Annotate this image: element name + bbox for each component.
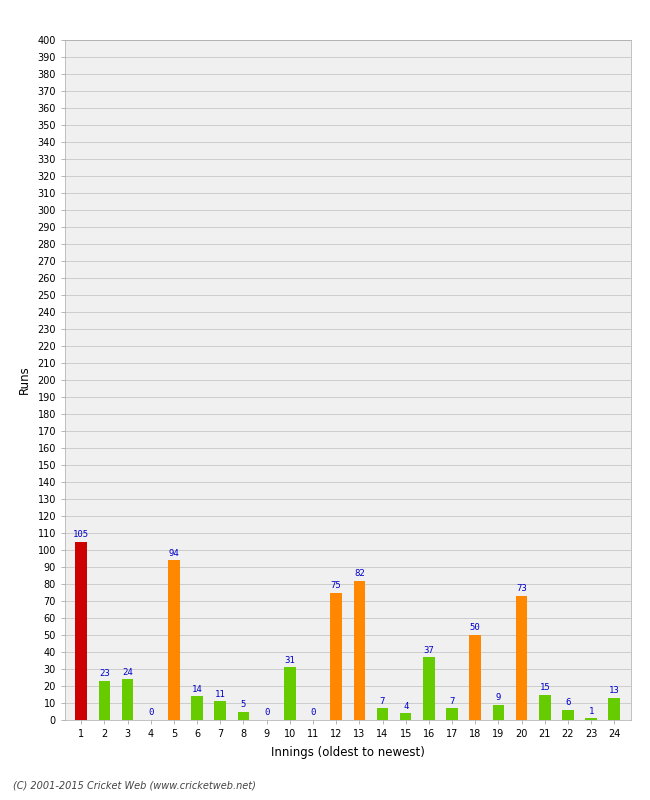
Bar [400, 714, 411, 720]
Text: 0: 0 [148, 709, 153, 718]
Bar [354, 581, 365, 720]
Bar [608, 698, 620, 720]
Bar [493, 705, 504, 720]
Text: 14: 14 [192, 685, 203, 694]
Text: (C) 2001-2015 Cricket Web (www.cricketweb.net): (C) 2001-2015 Cricket Web (www.cricketwe… [13, 781, 256, 790]
Text: 31: 31 [285, 656, 295, 665]
Y-axis label: Runs: Runs [18, 366, 31, 394]
Bar [214, 702, 226, 720]
X-axis label: Innings (oldest to newest): Innings (oldest to newest) [271, 746, 424, 759]
Text: 105: 105 [73, 530, 89, 539]
Text: 23: 23 [99, 670, 110, 678]
Bar [191, 696, 203, 720]
Text: 82: 82 [354, 569, 365, 578]
Text: 0: 0 [264, 709, 269, 718]
Text: 94: 94 [168, 549, 179, 558]
Text: 5: 5 [240, 700, 246, 709]
Bar [539, 694, 551, 720]
Text: 50: 50 [470, 623, 480, 633]
Bar [377, 708, 388, 720]
Bar [562, 710, 574, 720]
Text: 24: 24 [122, 668, 133, 677]
Text: 15: 15 [540, 683, 550, 692]
Bar [447, 708, 458, 720]
Text: 13: 13 [609, 686, 619, 695]
Text: 0: 0 [310, 709, 316, 718]
Bar [423, 657, 435, 720]
Text: 75: 75 [331, 581, 341, 590]
Text: 9: 9 [496, 693, 501, 702]
Text: 6: 6 [566, 698, 571, 707]
Bar [585, 718, 597, 720]
Text: 1: 1 [588, 706, 594, 716]
Text: 37: 37 [424, 646, 434, 654]
Bar [122, 679, 133, 720]
Bar [469, 635, 481, 720]
Text: 7: 7 [380, 697, 385, 706]
Bar [238, 711, 249, 720]
Bar [99, 681, 110, 720]
Text: 11: 11 [215, 690, 226, 698]
Text: 7: 7 [449, 697, 455, 706]
Text: 4: 4 [403, 702, 408, 710]
Bar [75, 542, 87, 720]
Text: 73: 73 [516, 584, 527, 594]
Bar [284, 667, 296, 720]
Bar [516, 596, 527, 720]
Bar [330, 593, 342, 720]
Bar [168, 560, 179, 720]
